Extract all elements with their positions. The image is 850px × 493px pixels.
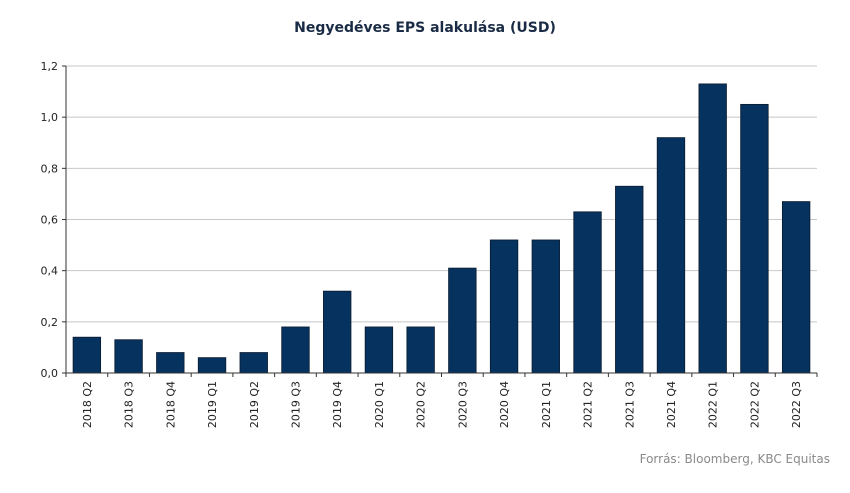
bar-2018-q3 [114, 339, 143, 374]
x-tick-label: 2021 Q2 [582, 381, 595, 428]
bar-2019-q4 [323, 290, 352, 374]
x-tick-label: 2020 Q2 [415, 381, 428, 428]
x-tick-label: 2019 Q1 [206, 381, 219, 428]
y-tick-label: 1,2 [41, 60, 59, 73]
x-tick-labels: 2018 Q2 2018 Q3 2018 Q4 2019 Q1 2019 Q2 2019 … [81, 381, 803, 428]
y-tick-label: 1,0 [41, 111, 59, 124]
x-tick-label: 2019 Q4 [331, 381, 344, 428]
x-tick-label: 2020 Q1 [373, 381, 386, 428]
bar-2021-q2 [573, 211, 602, 374]
y-tick-label: 0,2 [41, 316, 59, 329]
y-tick-label: 0,6 [41, 214, 59, 227]
chart-title: Negyedéves EPS alakulása (USD) [294, 20, 556, 36]
x-tick-label: 2018 Q3 [123, 381, 136, 428]
bar-2020-q2 [406, 326, 435, 374]
bar-2018-q2 [72, 336, 102, 374]
x-tick-label: 2021 Q4 [665, 381, 678, 428]
source-note: Forrás: Bloomberg, KBC Equitas [639, 452, 830, 466]
bar-2019-q3 [281, 326, 310, 374]
gridlines [66, 65, 817, 323]
y-tick-label: 0,0 [41, 367, 59, 380]
y-tick-labels: 0,0 0,2 0,4 0,6 0,8 1,0 1,2 [41, 60, 59, 380]
y-tick-label: 0,4 [41, 265, 59, 278]
bar-2019-q1 [197, 357, 227, 374]
x-tick-label: 2022 Q2 [748, 381, 761, 428]
x-tick-label: 2020 Q3 [456, 381, 469, 428]
bar-2021-q3 [615, 185, 644, 374]
x-tick-label: 2018 Q4 [164, 381, 177, 428]
bar-2021-q1 [531, 239, 560, 374]
bar-2018-q4 [156, 352, 185, 374]
bar-2022-q1 [698, 83, 727, 374]
x-tick-label: 2022 Q1 [707, 381, 720, 428]
x-tick-label: 2020 Q4 [498, 381, 511, 428]
x-tick-label: 2018 Q2 [81, 381, 94, 428]
bar-2022-q3 [781, 201, 811, 374]
bar-2020-q3 [448, 267, 477, 374]
bar-2022-q2 [740, 103, 769, 374]
x-tick-label: 2021 Q1 [540, 381, 553, 428]
x-tick-label: 2021 Q3 [623, 381, 636, 428]
bar-2020-q4 [489, 239, 519, 374]
y-tick-label: 0,8 [41, 162, 59, 175]
x-tick-label: 2019 Q2 [248, 381, 261, 428]
x-tick-label: 2019 Q3 [289, 381, 302, 428]
bar-2019-q2 [239, 352, 268, 374]
x-tick-label: 2022 Q3 [790, 381, 803, 428]
bars [72, 83, 811, 374]
bar-2021-q4 [656, 137, 686, 374]
bar-2020-q1 [364, 326, 394, 374]
axes [62, 65, 818, 377]
